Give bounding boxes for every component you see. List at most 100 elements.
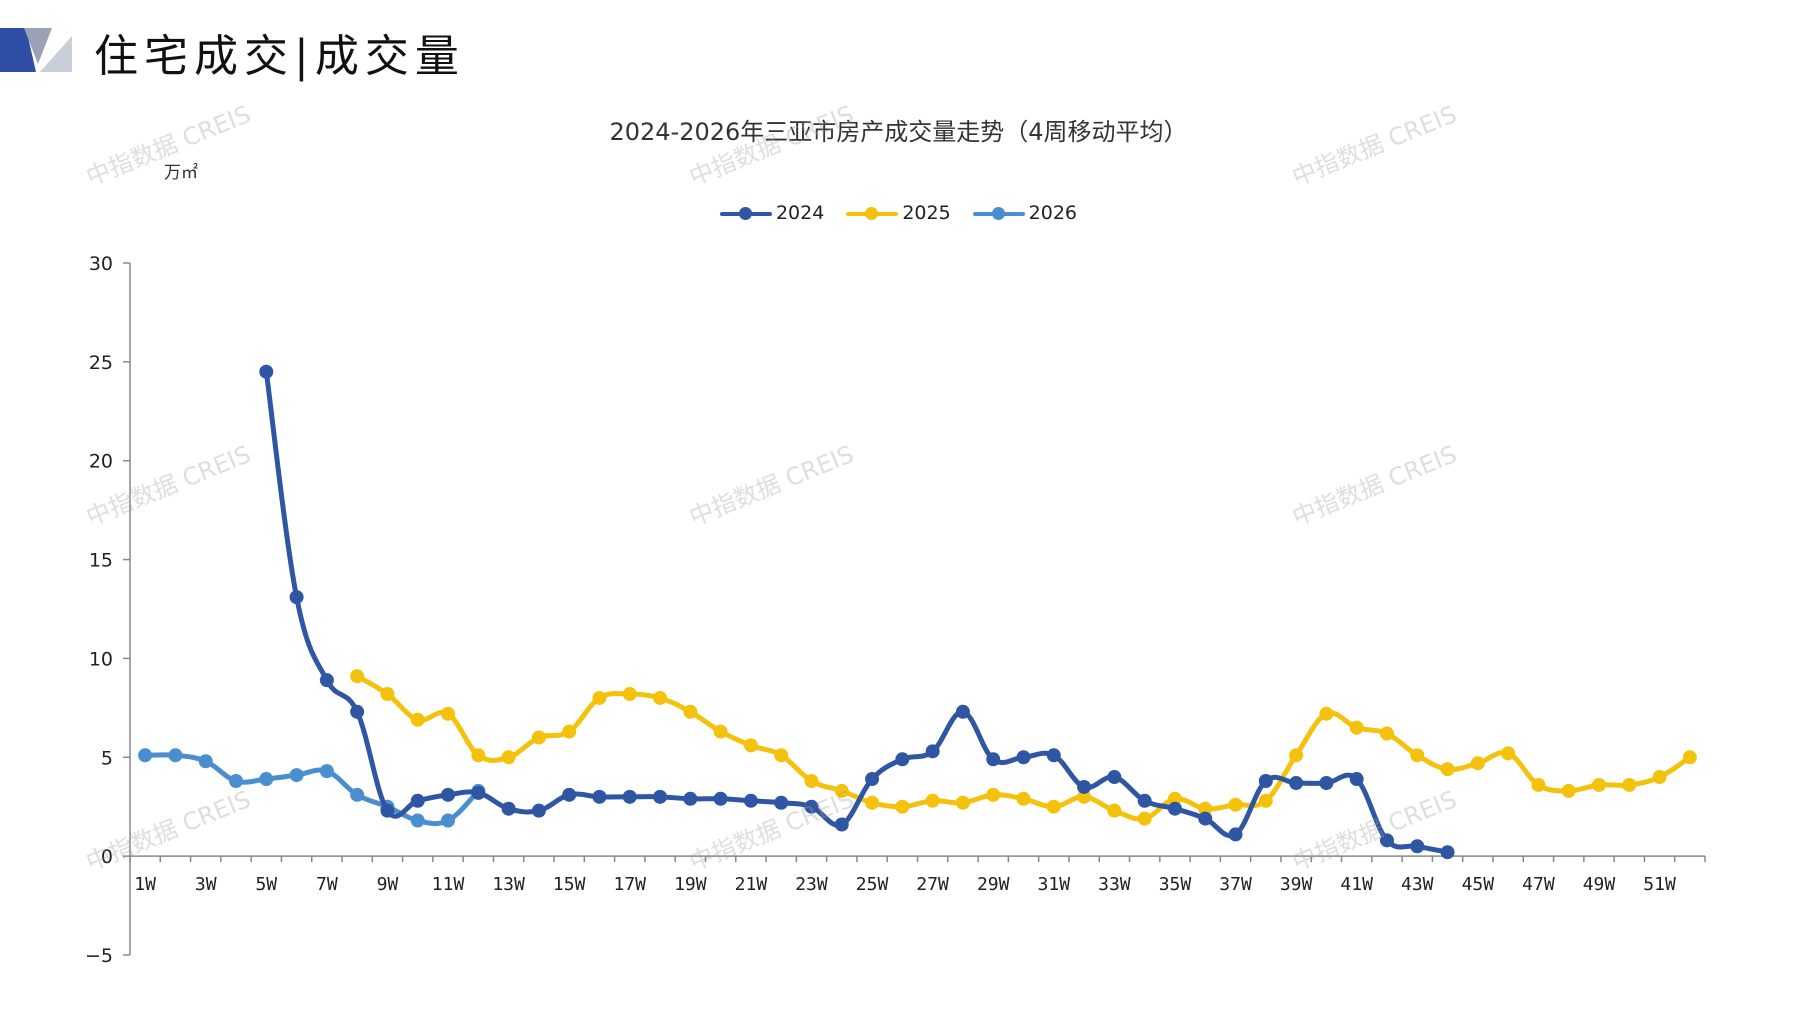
x-tick-label: 15W <box>553 874 586 895</box>
data-point-2025 <box>1379 726 1394 741</box>
data-point-2025 <box>683 704 698 719</box>
data-point-2025 <box>986 787 1001 802</box>
y-tick-label: 15 <box>89 550 113 572</box>
x-tick-label: 11W <box>432 874 465 895</box>
data-point-2024 <box>895 752 910 767</box>
data-point-2026 <box>198 754 213 769</box>
logo-shape-dark <box>0 28 36 72</box>
data-point-2024 <box>1410 839 1425 854</box>
page-header: 住宅成交|成交量 <box>0 0 1797 100</box>
series-line-2026 <box>142 752 481 827</box>
data-point-2024 <box>380 803 395 818</box>
data-point-2025 <box>592 690 607 705</box>
x-tick-label: 9W <box>377 874 399 895</box>
data-point-2025 <box>1107 803 1122 818</box>
data-point-2025 <box>1622 777 1637 792</box>
legend-item-2026[interactable]: 2026 <box>972 202 1077 224</box>
data-point-2026 <box>168 748 183 763</box>
data-point-2025 <box>1501 746 1516 761</box>
data-point-2025 <box>653 690 668 705</box>
data-point-2024 <box>865 772 880 787</box>
data-point-2024 <box>1319 775 1334 790</box>
data-point-2025 <box>622 687 637 702</box>
data-point-2024 <box>319 673 334 688</box>
data-point-2025 <box>1046 799 1061 814</box>
chart-title: 2024-2026年三亚市房产成交量走势（4周移动平均） <box>609 118 1188 146</box>
legend-swatch-2025 <box>846 203 899 223</box>
data-point-2024 <box>683 791 698 806</box>
data-point-2024 <box>441 787 456 802</box>
data-point-2024 <box>1228 827 1243 842</box>
logo-shape-light <box>40 36 72 72</box>
data-point-2025 <box>955 795 970 810</box>
data-point-2026 <box>138 748 153 763</box>
y-tick-label: 0 <box>101 846 113 868</box>
data-point-2025 <box>804 774 819 789</box>
data-point-2025 <box>865 795 880 810</box>
x-tick-label: 39W <box>1280 874 1313 895</box>
brand-logo-icon <box>0 28 72 72</box>
data-point-2025 <box>1137 811 1152 826</box>
chart-legend: 2024 2025 2026 <box>0 202 1797 224</box>
data-point-2024 <box>1167 801 1182 816</box>
data-point-2024 <box>350 704 365 719</box>
data-point-2025 <box>410 712 425 727</box>
data-point-2025 <box>774 748 789 763</box>
data-point-2025 <box>1319 706 1334 721</box>
data-point-2025 <box>1289 748 1304 763</box>
legend-label-2025: 2025 <box>902 202 951 224</box>
data-point-2026 <box>229 774 244 789</box>
data-point-2024 <box>955 704 970 719</box>
legend-item-2025[interactable]: 2025 <box>846 202 951 224</box>
data-point-2025 <box>350 669 365 684</box>
data-point-2024 <box>1440 845 1455 860</box>
x-tick-label: 37W <box>1219 874 1252 895</box>
data-point-2026 <box>259 772 274 787</box>
data-point-2025 <box>1016 791 1031 806</box>
legend-label-2024: 2024 <box>775 202 825 224</box>
x-tick-label: 27W <box>916 874 949 895</box>
y-tick-label: −5 <box>85 945 113 967</box>
data-point-2025 <box>1561 783 1576 798</box>
data-point-2025 <box>1410 748 1425 763</box>
data-point-2024 <box>986 752 1001 767</box>
x-tick-label: 13W <box>492 874 525 895</box>
y-tick-label: 10 <box>89 648 113 670</box>
data-point-2025 <box>531 730 546 745</box>
data-point-2025 <box>1167 791 1182 806</box>
y-axis-unit: 万㎡ <box>164 163 198 183</box>
data-point-2024 <box>289 590 304 605</box>
data-point-2024 <box>592 789 607 804</box>
x-tick-label: 31W <box>1038 874 1071 895</box>
data-point-2024 <box>774 795 789 810</box>
x-tick-label: 35W <box>1159 874 1192 895</box>
data-point-2024 <box>1349 772 1364 787</box>
y-tick-label: 25 <box>89 352 113 374</box>
data-point-2026 <box>410 813 425 828</box>
legend-swatch-2026 <box>972 203 1025 223</box>
x-tick-label: 41W <box>1340 874 1373 895</box>
data-point-2025 <box>1198 801 1213 816</box>
series-2026 <box>138 748 486 828</box>
data-point-2024 <box>259 364 274 379</box>
logo-shape-mid <box>24 28 52 64</box>
x-tick-label: 21W <box>735 874 768 895</box>
data-point-2025 <box>713 724 728 739</box>
data-point-2024 <box>1016 750 1031 765</box>
data-point-2024 <box>1137 793 1152 808</box>
data-point-2025 <box>895 799 910 814</box>
data-point-2024 <box>1258 774 1273 789</box>
x-tick-label: 5W <box>255 874 277 895</box>
data-point-2025 <box>471 748 486 763</box>
legend-item-2024[interactable]: 2024 <box>719 202 825 224</box>
data-point-2024 <box>1198 811 1213 826</box>
x-tick-label: 43W <box>1401 874 1434 895</box>
data-point-2025 <box>1470 756 1485 771</box>
data-point-2025 <box>1349 720 1364 735</box>
series-2024 <box>259 364 1455 860</box>
chart-series <box>138 364 1697 860</box>
data-point-2024 <box>653 789 668 804</box>
y-tick-label: 20 <box>89 451 113 473</box>
data-point-2024 <box>743 793 758 808</box>
